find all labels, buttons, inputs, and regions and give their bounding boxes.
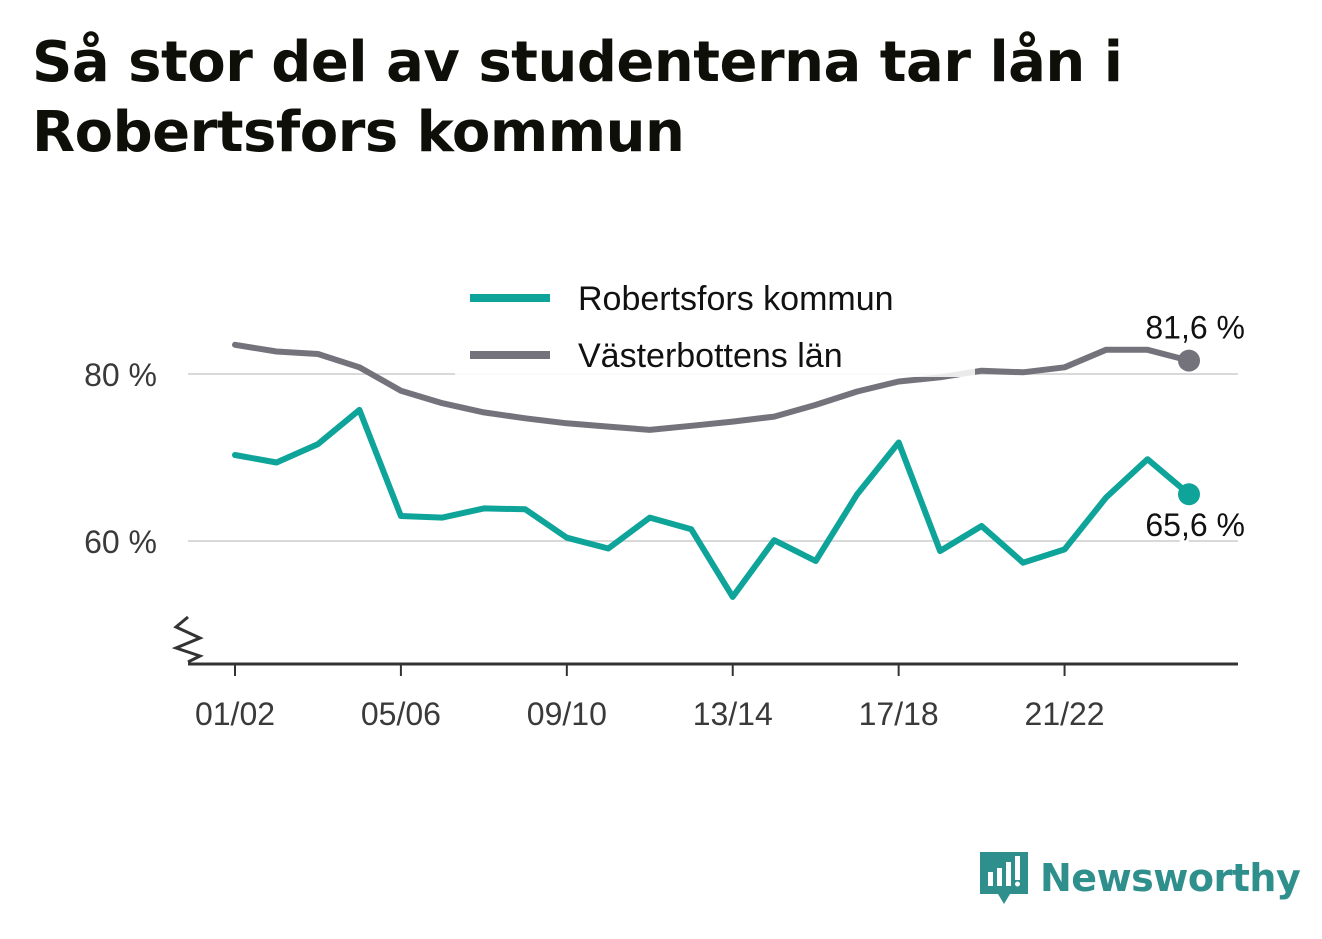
y-tick-label: 60 % bbox=[84, 524, 157, 560]
legend-label: Västerbottens län bbox=[578, 337, 843, 375]
y-tick-label: 80 % bbox=[84, 357, 157, 393]
end-point bbox=[1178, 483, 1200, 506]
end-label: 65,6 % bbox=[1145, 507, 1245, 543]
brand-logo: Newsworthy bbox=[980, 848, 1301, 908]
line-chart: 60 %80 % 01/02 05/06 09/10 13/14 17/18 21/22 … bbox=[84, 270, 1248, 732]
axis-break-icon bbox=[171, 615, 204, 664]
end-point bbox=[1178, 349, 1200, 372]
x-axis-ticks: 01/02 05/06 09/10 13/14 17/18 21/22 bbox=[195, 664, 1105, 732]
y-axis-ticks: 60 % 80 % bbox=[84, 357, 157, 560]
x-tick-label: 05/06 bbox=[361, 696, 441, 732]
legend-label: Robertsfors kommun bbox=[578, 280, 894, 318]
newsworthy-logo-icon bbox=[980, 852, 1028, 904]
end-label: 81,6 % bbox=[1145, 310, 1245, 346]
brand-name: Newsworthy bbox=[1040, 856, 1301, 900]
series-line bbox=[232, 406, 1192, 600]
x-tick-label: 13/14 bbox=[693, 696, 773, 732]
x-tick-label: 09/10 bbox=[527, 696, 607, 732]
chart-title: Så stor del av studenterna tar lån i Rob… bbox=[32, 30, 1123, 165]
legend: Robertsfors kommun Västerbottens län bbox=[455, 270, 975, 377]
x-tick-label: 01/02 bbox=[195, 696, 275, 732]
series-lines bbox=[232, 341, 1192, 600]
series-line bbox=[232, 341, 1192, 433]
x-tick-label: 17/18 bbox=[859, 696, 939, 732]
x-tick-label: 21/22 bbox=[1025, 696, 1105, 732]
end-labels: 65,6 % 81,6 % bbox=[1142, 307, 1248, 547]
gridlines bbox=[188, 373, 1238, 542]
x-axis bbox=[171, 615, 1238, 666]
